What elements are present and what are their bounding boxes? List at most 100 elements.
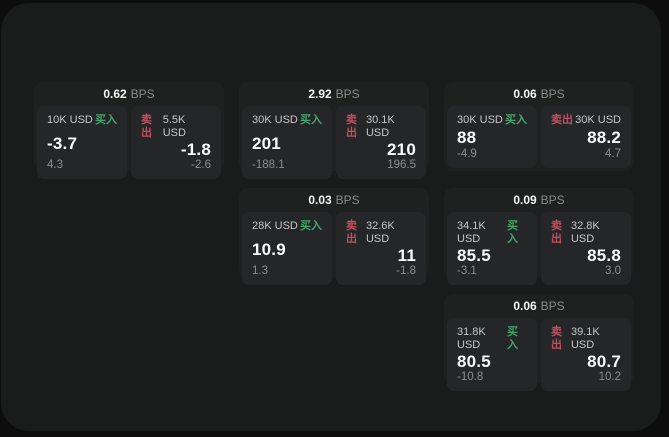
buy-delta: -10.8: [457, 371, 484, 383]
bps-value: 0.62: [103, 87, 127, 101]
bps-value: 0.03: [308, 193, 332, 207]
bps-unit-label: BPS: [335, 87, 360, 101]
buy-tag: 买入: [300, 114, 322, 126]
buy-label-row: 10K USD 买入: [47, 114, 117, 127]
bps-unit-label: BPS: [540, 193, 565, 207]
sell-price: -1.8: [180, 140, 211, 159]
card-body: 30K USD 买入 201 -188.1 卖出 30.1K USD 210 1…: [239, 106, 429, 182]
buy-tag: 买入: [505, 114, 527, 126]
buy-label-row: 34.1K USD 买入: [457, 220, 527, 246]
buy-price: 80.5: [457, 352, 491, 371]
buy-tag: 买入: [507, 220, 519, 245]
sell-panel[interactable]: 卖出 32.8K USD 85.8 3.0: [541, 212, 631, 285]
quote-card: 0.62 BPS 10K USD 买入 -3.7 4.3 卖出 5.5K USD: [34, 82, 224, 179]
sell-tag: 卖出: [141, 114, 152, 139]
sell-delta: -2.6: [191, 159, 211, 171]
buy-delta: -4.9: [457, 148, 477, 160]
buy-notional: 31.8K USD: [457, 326, 486, 351]
buy-notional: 34.1K USD: [457, 220, 486, 245]
card-header: 0.09 BPS: [444, 188, 634, 212]
bps-unit-label: BPS: [335, 193, 360, 207]
sell-notional: 32.8K USD: [570, 220, 600, 245]
sell-price: 11: [397, 246, 416, 265]
sell-label-row: 卖出 32.6K USD: [346, 220, 416, 246]
buy-panel[interactable]: 28K USD 买入 10.9 1.3: [242, 212, 332, 285]
quote-cards-grid: 0.62 BPS 10K USD 买入 -3.7 4.3 卖出 5.5K USD: [34, 82, 634, 391]
sell-delta: 10.2: [598, 371, 621, 383]
buy-price: -3.7: [47, 133, 78, 153]
sell-tag: 卖出: [551, 220, 562, 245]
buy-panel[interactable]: 31.8K USD 买入 80.5 -10.8: [447, 318, 537, 391]
buy-tag: 买入: [300, 220, 322, 232]
buy-notional: 10K USD: [47, 114, 93, 126]
buy-label-row: 30K USD 买入: [252, 114, 322, 127]
sell-tag: 卖出: [551, 114, 573, 126]
card-body: 31.8K USD 买入 80.5 -10.8 卖出 39.1K USD 80.…: [444, 318, 634, 394]
buy-tag: 买入: [95, 114, 117, 126]
buy-label-row: 28K USD 买入: [252, 220, 322, 233]
bps-value: 2.92: [308, 87, 332, 101]
quote-card: 0.09 BPS 34.1K USD 买入 85.5 -3.1 卖出 32.8K…: [444, 188, 634, 285]
bps-unit-label: BPS: [540, 87, 565, 101]
sell-panel[interactable]: 卖出 30.1K USD 210 196.5: [336, 106, 426, 179]
sell-label-row: 卖出 30K USD: [551, 114, 621, 127]
bps-unit-label: BPS: [540, 299, 565, 313]
sell-panel[interactable]: 卖出 39.1K USD 80.7 10.2: [541, 318, 631, 391]
sell-notional: 30.1K USD: [365, 114, 395, 139]
buy-price: 201: [252, 133, 281, 153]
buy-notional: 28K USD: [252, 220, 298, 232]
sell-tag: 卖出: [551, 326, 562, 351]
sell-price: 80.7: [587, 352, 621, 371]
card-body: 10K USD 买入 -3.7 4.3 卖出 5.5K USD -1.8 -2.…: [34, 106, 224, 182]
card-header: 2.92 BPS: [239, 82, 429, 106]
sell-price: 85.8: [587, 246, 621, 265]
sell-tag: 卖出: [346, 220, 357, 245]
buy-label-row: 31.8K USD 买入: [457, 326, 527, 352]
sell-delta: 4.7: [605, 148, 621, 160]
sell-label-row: 卖出 30.1K USD: [346, 114, 416, 140]
buy-delta: -3.1: [457, 265, 477, 277]
sell-panel[interactable]: 卖出 32.6K USD 11 -1.8: [336, 212, 426, 285]
buy-delta: 1.3: [252, 265, 268, 277]
bps-value: 0.06: [513, 87, 537, 101]
buy-price: 10.9: [252, 239, 286, 259]
bps-value: 0.09: [513, 193, 537, 207]
card-body: 30K USD 买入 88 -4.9 卖出 30K USD 88.2 4.7: [444, 106, 634, 171]
sell-delta: 3.0: [605, 265, 621, 277]
buy-price: 88: [457, 128, 477, 147]
buy-price: 85.5: [457, 246, 491, 265]
buy-panel[interactable]: 10K USD 买入 -3.7 4.3: [37, 106, 127, 179]
card-header: 0.06 BPS: [444, 294, 634, 318]
sell-price: 88.2: [587, 128, 621, 147]
sell-label-row: 卖出 32.8K USD: [551, 220, 621, 246]
quote-card: 2.92 BPS 30K USD 买入 201 -188.1 卖出 30.1K …: [239, 82, 429, 179]
bps-unit-label: BPS: [130, 87, 155, 101]
buy-tag: 买入: [507, 326, 519, 351]
sell-panel[interactable]: 卖出 30K USD 88.2 4.7: [541, 106, 631, 168]
sell-delta: 196.5: [387, 159, 416, 171]
sell-notional: 30K USD: [575, 114, 621, 126]
buy-panel[interactable]: 30K USD 买入 88 -4.9: [447, 106, 537, 168]
buy-delta: 4.3: [47, 159, 63, 171]
card-body: 28K USD 买入 10.9 1.3 卖出 32.6K USD 11 -1.8: [239, 212, 429, 288]
sell-notional: 5.5K USD: [162, 114, 186, 139]
card-header: 0.03 BPS: [239, 188, 429, 212]
app-panel: 0.62 BPS 10K USD 买入 -3.7 4.3 卖出 5.5K USD: [1, 3, 661, 431]
card-header: 0.06 BPS: [444, 82, 634, 106]
buy-notional: 30K USD: [457, 114, 503, 126]
sell-panel[interactable]: 卖出 5.5K USD -1.8 -2.6: [131, 106, 221, 179]
buy-delta: -188.1: [252, 159, 285, 171]
card-body: 34.1K USD 买入 85.5 -3.1 卖出 32.8K USD 85.8…: [444, 212, 634, 288]
buy-panel[interactable]: 30K USD 买入 201 -188.1: [242, 106, 332, 179]
sell-delta: -1.8: [396, 265, 416, 277]
sell-tag: 卖出: [346, 114, 357, 139]
bps-value: 0.06: [513, 299, 537, 313]
buy-label-row: 30K USD 买入: [457, 114, 527, 127]
quote-card: 0.03 BPS 28K USD 买入 10.9 1.3 卖出 32.6K US…: [239, 188, 429, 285]
sell-notional: 32.6K USD: [365, 220, 395, 245]
sell-notional: 39.1K USD: [570, 326, 600, 351]
buy-notional: 30K USD: [252, 114, 298, 126]
buy-panel[interactable]: 34.1K USD 买入 85.5 -3.1: [447, 212, 537, 285]
sell-label-row: 卖出 5.5K USD: [141, 114, 211, 140]
quote-card: 0.06 BPS 30K USD 买入 88 -4.9 卖出 30K USD: [444, 82, 634, 171]
